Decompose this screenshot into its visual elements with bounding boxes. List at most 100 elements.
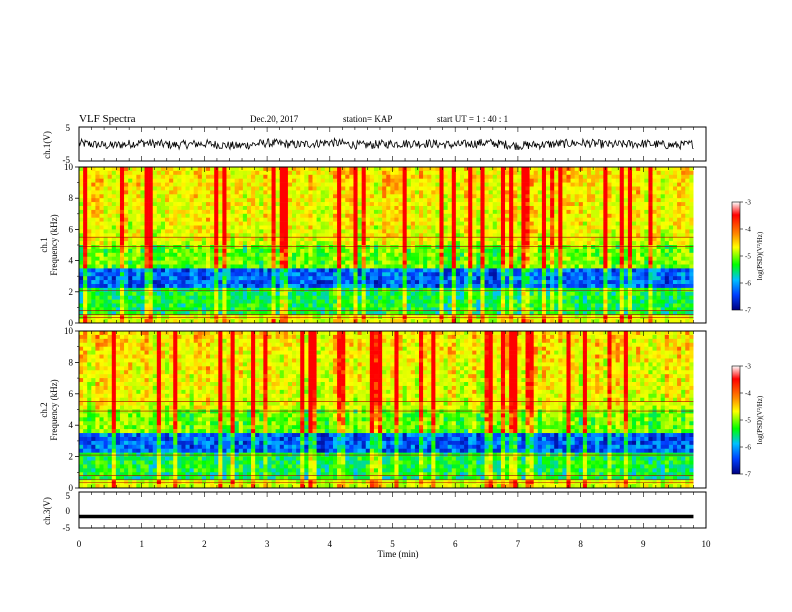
ch1-spectrogram-cell bbox=[316, 182, 321, 187]
ch1-spectrogram-cell bbox=[558, 217, 563, 222]
ch1-spectrogram-cell bbox=[611, 264, 616, 269]
ch1-spectrogram-cell bbox=[685, 202, 690, 207]
ch1-spectrogram-cell bbox=[545, 245, 551, 250]
ch1-spectrogram-cell bbox=[136, 256, 141, 261]
ch1-spectrogram-cell bbox=[79, 268, 84, 273]
ch1-spectrogram-cell bbox=[668, 209, 674, 215]
ch1-spectrogram-cell bbox=[566, 229, 571, 234]
ch1-spectrogram-cell bbox=[390, 221, 395, 226]
ch1-spectrogram-cell bbox=[468, 272, 473, 277]
ch1-spectrogram-cell bbox=[402, 221, 408, 226]
ch1-spectrogram-cell bbox=[525, 178, 530, 183]
ch1-spectrogram-cell bbox=[685, 237, 690, 242]
ch1-spectrogram-cell bbox=[140, 237, 145, 242]
ch1-spectrogram-cell bbox=[689, 272, 694, 277]
ch1-spectrogram-cell bbox=[480, 209, 485, 215]
ch1-spectrogram-cell bbox=[607, 206, 612, 211]
ch1-spectrogram-cell bbox=[648, 209, 653, 215]
ch1-spectrogram-cell bbox=[582, 178, 588, 183]
ch1-spectrogram-cell bbox=[668, 202, 674, 207]
ch1-spectrogram-cell bbox=[435, 233, 440, 238]
ch1-spectrogram-cell bbox=[361, 268, 367, 273]
ch1-spectrogram-cell bbox=[447, 225, 453, 230]
ch1-spectrogram-cell bbox=[222, 233, 227, 238]
ch1-spectrogram-cell bbox=[406, 264, 412, 269]
ch1-spectrogram-cell bbox=[468, 213, 473, 218]
ch1-spectrogram-cell bbox=[525, 233, 530, 238]
ch1-spectrogram-cell bbox=[230, 260, 235, 265]
ch1-spectrogram-cell bbox=[107, 209, 113, 215]
ch1-spectrogram-cell bbox=[640, 256, 645, 261]
ch1-spectrogram-cell bbox=[566, 206, 571, 211]
ch1-spectrogram-cell bbox=[464, 260, 469, 265]
ch1-spectrogram-cell bbox=[500, 229, 506, 234]
ch1-spectrogram-cell bbox=[246, 178, 252, 183]
ch1-spectrogram-cell bbox=[214, 190, 219, 195]
ch1-spectrogram-cell bbox=[226, 248, 231, 254]
ch1-spectrogram-cell bbox=[349, 272, 354, 277]
ch1-spectrogram-cell bbox=[226, 167, 231, 172]
ch1-spectrogram-cell bbox=[107, 245, 113, 250]
ch1-spectrogram-cell bbox=[615, 272, 621, 277]
ch1-spectrogram-cell bbox=[201, 198, 207, 203]
ch1-spectrogram-cell bbox=[582, 229, 588, 234]
ch1-spectrogram-cell bbox=[259, 260, 264, 265]
ch1-spectrogram-cell bbox=[230, 237, 235, 242]
ch1-spectrogram-cell bbox=[341, 264, 346, 269]
ch1-spectrogram-cell bbox=[328, 190, 334, 195]
ch1-spectrogram-cell bbox=[292, 233, 297, 238]
ch1-spectrogram-cell bbox=[484, 209, 489, 215]
ch1-spectrogram-cell bbox=[640, 268, 645, 273]
ch1-spectrogram-cell bbox=[83, 268, 88, 273]
ch1-spectrogram-cell bbox=[115, 190, 121, 195]
ch1-spectrogram-cell bbox=[119, 206, 125, 211]
ch1-spectrogram-cell bbox=[189, 241, 194, 246]
ch1-spectrogram-cell bbox=[79, 233, 84, 238]
ch1-spectrogram-cell bbox=[95, 245, 100, 250]
ch1-spectrogram-cell bbox=[681, 174, 686, 179]
ch1-spectrogram-cell bbox=[185, 170, 190, 176]
ch1-spectrogram-cell bbox=[390, 229, 395, 234]
ch1-spectrogram-cell bbox=[267, 178, 272, 183]
ch1-spectrogram-cell bbox=[505, 276, 510, 281]
ch1-spectrogram-cell bbox=[595, 252, 600, 257]
ch1-spectrogram-cell bbox=[517, 233, 522, 238]
ch1-spectrogram-cell bbox=[312, 202, 317, 207]
ch1-spectrogram-cell bbox=[296, 167, 301, 172]
ch1-spectrogram-cell bbox=[169, 272, 174, 277]
ch1-spectrogram-cell bbox=[267, 225, 272, 230]
ch1-spectrogram-cell bbox=[488, 264, 494, 269]
ch1-spectrogram-cell bbox=[115, 170, 121, 176]
ch1-spectrogram-cell bbox=[369, 241, 375, 246]
ch1-spectrogram-cell bbox=[304, 241, 309, 246]
ch1-spectrogram-cell bbox=[222, 241, 227, 246]
ch1-spectrogram-cell bbox=[128, 174, 133, 179]
ch1-spectrogram-cell bbox=[623, 284, 629, 289]
ch1-spectrogram-cell bbox=[652, 229, 657, 234]
ch1-spectrogram-cell bbox=[165, 276, 170, 281]
ch1-spectrogram-cell bbox=[677, 260, 682, 265]
ch1-spectrogram-cell bbox=[541, 225, 547, 230]
ch1-spectrogram-cell bbox=[165, 221, 170, 226]
ch1-spectrogram-cell bbox=[353, 225, 358, 230]
ch1-spectrogram-cell bbox=[672, 237, 678, 242]
ch1-spectrogram-cell bbox=[414, 280, 420, 285]
ch1-spectrogram-cell bbox=[160, 276, 166, 281]
ch1-spectrogram-cell bbox=[222, 167, 227, 172]
ch1-spectrogram-cell bbox=[595, 167, 600, 172]
ch1-spectrogram-cell bbox=[316, 245, 321, 250]
ch1-spectrogram-cell bbox=[173, 206, 178, 211]
ch1-spectrogram-cell bbox=[369, 256, 375, 261]
ch1-spectrogram-cell bbox=[464, 280, 469, 285]
ch1-spectrogram-cell bbox=[99, 213, 104, 218]
ch1-spectrogram-cell bbox=[410, 264, 416, 269]
ch1-spectrogram-cell bbox=[533, 264, 539, 269]
ch1-spectrogram-cell bbox=[296, 248, 301, 254]
ch1-spectrogram-cell bbox=[607, 217, 612, 222]
ch1-spectrogram-cell bbox=[99, 237, 104, 242]
ch1-spectrogram-cell bbox=[308, 229, 313, 234]
ch1-spectrogram-cell bbox=[87, 190, 92, 195]
ch1-spectrogram-cell bbox=[271, 217, 276, 222]
ch1-spectrogram-cell bbox=[455, 186, 461, 191]
ch1-spectrogram-cell bbox=[435, 198, 440, 203]
